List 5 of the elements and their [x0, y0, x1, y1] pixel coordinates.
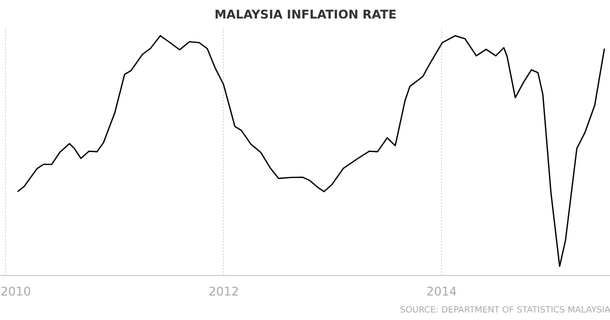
- source-note: SOURCE: DEPARTMENT OF STATISTICS MALAYSIA: [400, 306, 610, 316]
- chart-title: MALAYSIA INFLATION RATE: [214, 8, 397, 22]
- x-tick-label: 2012: [208, 284, 240, 298]
- x-tick-label: 2010: [0, 284, 32, 298]
- x-tick-label: 2014: [426, 284, 457, 298]
